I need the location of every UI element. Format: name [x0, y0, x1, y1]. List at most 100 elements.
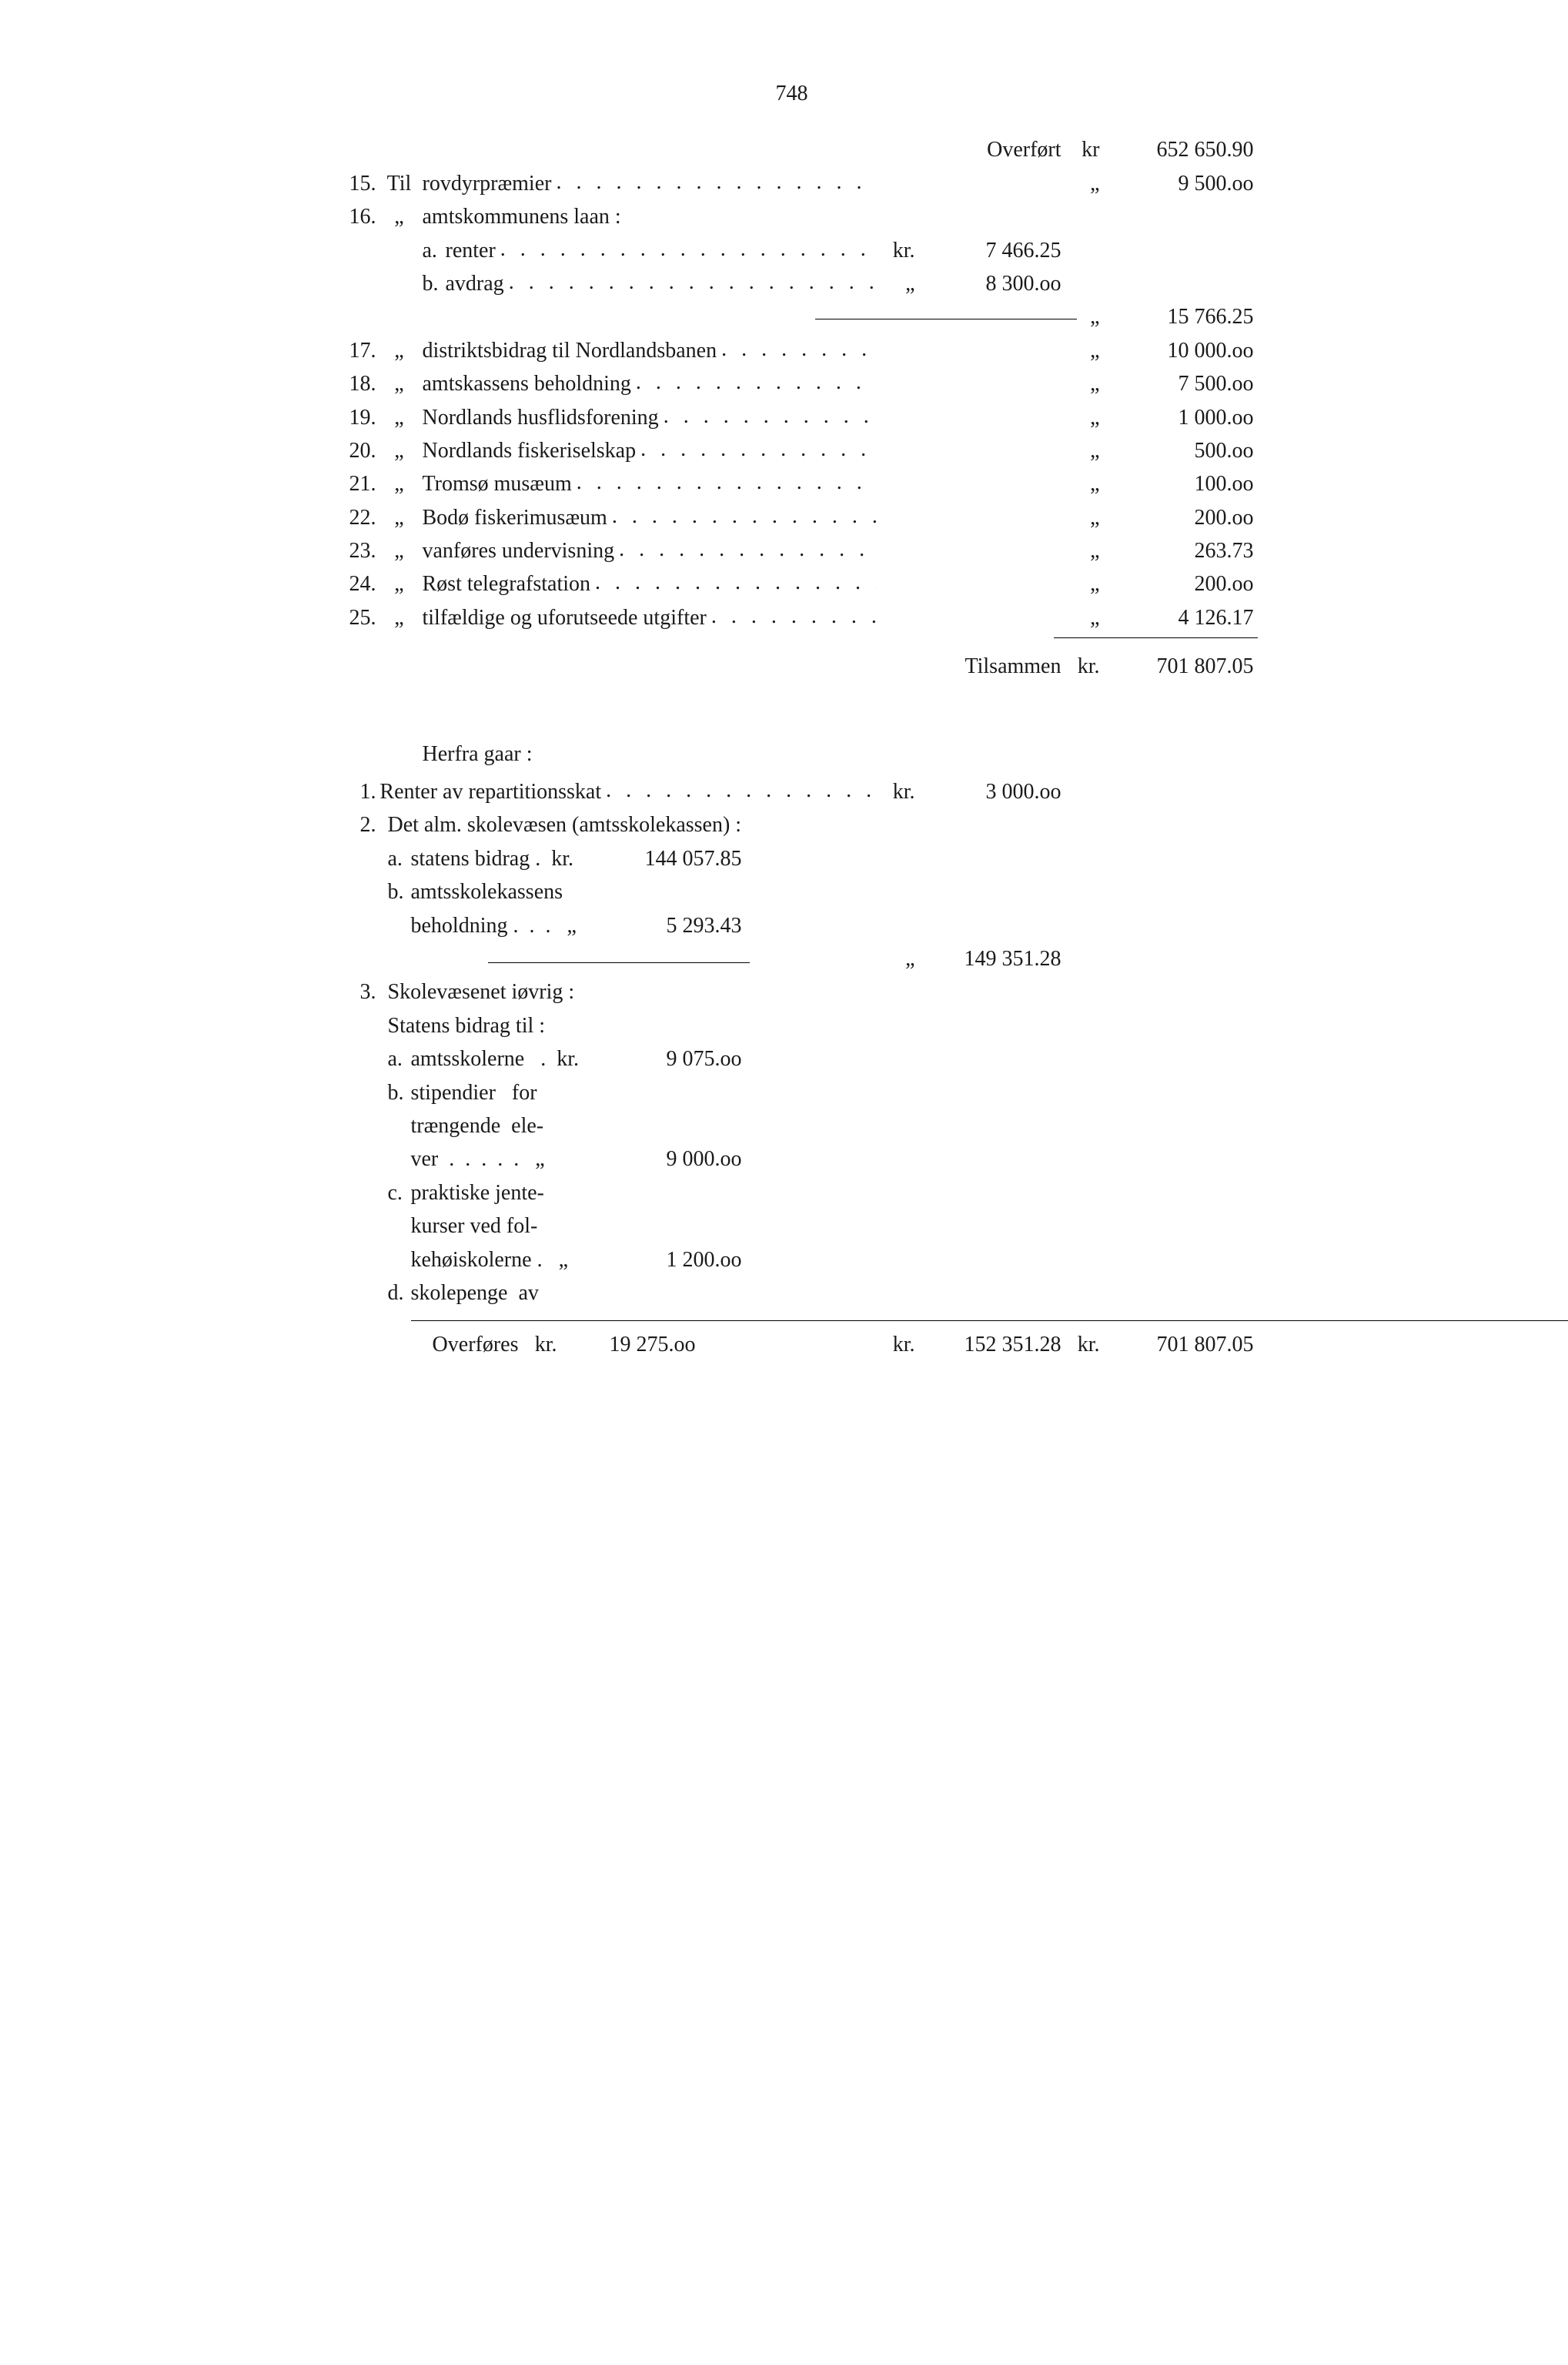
row-number: 1.	[330, 775, 376, 808]
row-desc: beholdning . . . „	[411, 909, 603, 942]
row-unit: „	[1061, 601, 1100, 634]
row-desc: Tromsø musæum	[423, 467, 572, 500]
row-til: „	[376, 334, 423, 367]
row-desc: distriktsbidrag til Nordlandsbanen	[423, 334, 717, 367]
row-unit: „	[1061, 300, 1100, 333]
leader-dots	[659, 400, 877, 433]
overfores-unit: kr.	[877, 1328, 915, 1361]
row-number: 20.	[330, 434, 376, 467]
row-desc: renter	[446, 234, 496, 267]
row-value: 200.oo	[1100, 567, 1254, 600]
row-unit: „	[1061, 567, 1100, 600]
overfores-row: Overføres kr. 19 275.oo kr. 152 351.28 k…	[330, 1328, 1254, 1361]
row-til: „	[376, 434, 423, 467]
row-desc: Røst telegrafstation	[423, 567, 591, 600]
row-unit: „	[1061, 167, 1100, 200]
overfort-label: Overført	[915, 133, 1061, 166]
deduct-row: c. praktiske jente-	[330, 1176, 1254, 1209]
row-desc: amtsskolekassens	[411, 875, 563, 908]
leader-dots	[572, 466, 877, 499]
row-desc: vanføres undervisning	[423, 534, 615, 567]
table-row: 19. „ Nordlands husflidsforening „ 1 000…	[330, 401, 1254, 434]
deduct-row: 2. Det alm. skolevæsen (amtsskolekassen)…	[330, 808, 1254, 841]
row-value: 8 300.oo	[915, 267, 1061, 300]
sum-row: „ 149 351.28	[330, 942, 1254, 975]
overfores-unit: kr.	[519, 1328, 557, 1361]
table-row: 18. „ amtskassens beholdning „ 7 500.oo	[330, 367, 1254, 400]
row-til: „	[376, 401, 423, 434]
table-row: 22. „ Bodø fiskerimusæum „ 200.oo	[330, 501, 1254, 534]
table-row: 24. „ Røst telegrafstation „ 200.oo	[330, 567, 1254, 600]
row-number: 3.	[330, 975, 376, 1009]
row-unit: „	[1061, 534, 1100, 567]
deduct-row: a. statens bidrag . kr. 144 057.85	[330, 842, 1254, 875]
table-row: 23. „ vanføres undervisning „ 263.73	[330, 534, 1254, 567]
row-til: Til	[376, 167, 423, 200]
leader-dots	[614, 533, 876, 566]
row-unit: kr.	[877, 775, 915, 808]
sub-letter: b.	[388, 875, 411, 908]
row-desc: kurser ved fol-	[411, 1209, 538, 1243]
overfores-value: 19 275.oo	[557, 1328, 696, 1361]
row-number: 17.	[330, 334, 376, 367]
leader-dots	[636, 433, 876, 466]
deduct-row: Statens bidrag til :	[330, 1009, 1254, 1042]
row-unit: „	[1061, 434, 1100, 467]
overfores-value: 701 807.05	[1100, 1328, 1254, 1361]
row-number: 18.	[330, 367, 376, 400]
row-value: 9 500.oo	[1100, 167, 1254, 200]
row-til: „	[376, 501, 423, 534]
tilsammen-amount: 701 807.05	[1100, 650, 1254, 683]
row-value: 7 466.25	[915, 234, 1061, 267]
sub-letter: b.	[423, 267, 446, 300]
row-value: 9 075.oo	[603, 1042, 742, 1075]
row-desc: praktiske jente-	[411, 1176, 544, 1209]
overfores-value: 152 351.28	[915, 1328, 1061, 1361]
row-desc: Renter av repartitionsskat	[379, 775, 601, 808]
sub-letter: a.	[423, 234, 446, 267]
leader-dots	[707, 600, 877, 633]
rule	[488, 962, 750, 963]
deduct-row: kehøiskolerne . „ 1 200.oo	[330, 1243, 1254, 1276]
row-unit: „	[877, 942, 915, 975]
row-number: 23.	[330, 534, 376, 567]
row-number: 25.	[330, 601, 376, 634]
row-til: „	[376, 467, 423, 500]
row-unit: „	[1061, 401, 1100, 434]
page: 748 Overført kr 652 650.90 15. Til rovdy…	[330, 77, 1254, 1362]
leader-dots	[717, 333, 876, 366]
row-desc: amtskassens beholdning	[423, 367, 631, 400]
row-desc: Nordlands fiskeriselskap	[423, 434, 637, 467]
overfort-unit: kr	[1061, 133, 1100, 166]
row-value: 15 766.25	[1100, 300, 1254, 333]
leader-dots	[607, 500, 877, 533]
table-row: 17. „ distriktsbidrag til Nordlandsbanen…	[330, 334, 1254, 367]
tilsammen-unit: kr.	[1061, 650, 1100, 683]
deduct-row: kurser ved fol-	[330, 1209, 1254, 1243]
deduct-row: trængende ele-	[330, 1109, 1254, 1142]
row-desc: kehøiskolerne . „	[411, 1243, 603, 1276]
rule	[411, 1320, 1568, 1321]
page-number: 748	[330, 77, 1254, 110]
row-value: 9 000.oo	[603, 1142, 742, 1176]
row-unit: „	[877, 267, 915, 300]
row-desc: amtskommunens laan :	[423, 200, 621, 233]
deduct-row: 1. Renter av repartitionsskat kr. 3 000.…	[330, 775, 1254, 808]
row-desc: statens bidrag . kr.	[411, 842, 603, 875]
row-desc: Statens bidrag til :	[388, 1009, 546, 1042]
leader-dots	[590, 566, 876, 599]
table-row: b. avdrag „ 8 300.oo	[330, 267, 1254, 300]
herfra-label: Herfra gaar :	[423, 738, 1254, 771]
row-value: 1 200.oo	[603, 1243, 742, 1276]
leader-dots	[551, 166, 876, 199]
row-value: 10 000.oo	[1100, 334, 1254, 367]
row-number: 19.	[330, 401, 376, 434]
row-value: 149 351.28	[915, 942, 1061, 975]
deduct-row: d. skolepenge av	[330, 1276, 1254, 1310]
table-row: a. renter kr. 7 466.25	[330, 234, 1254, 267]
row-desc: tilfældige og uforutseede utgifter	[423, 601, 707, 634]
tilsammen-label: Tilsammen	[915, 650, 1061, 683]
rule	[1054, 637, 1258, 638]
row-desc: Bodø fiskerimusæum	[423, 501, 607, 534]
table-row: 15. Til rovdyrpræmier „ 9 500.oo	[330, 167, 1254, 200]
